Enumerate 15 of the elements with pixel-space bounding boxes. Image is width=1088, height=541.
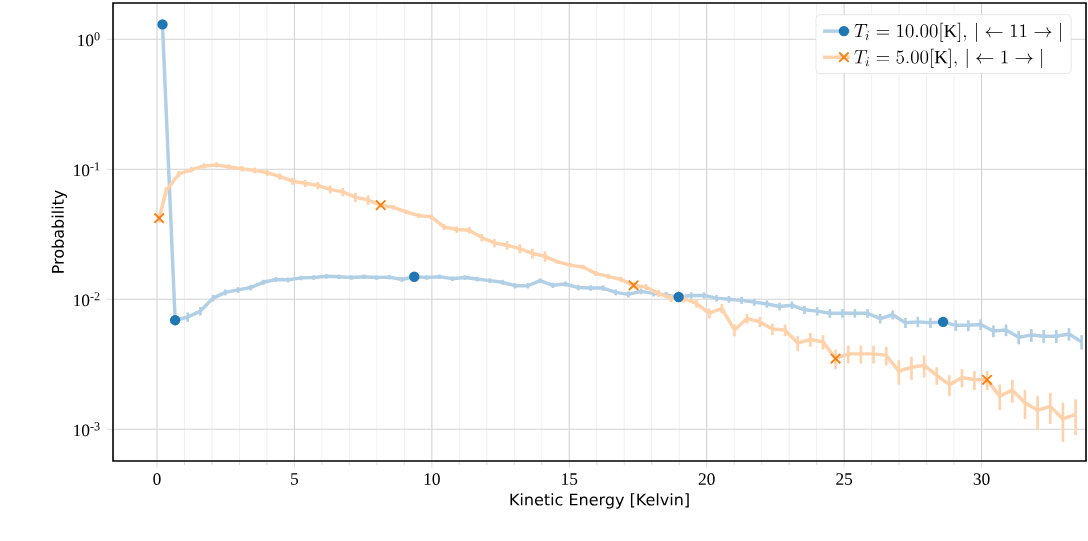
- x-tick-label: 5: [291, 473, 299, 485]
- y-tick-label: 10$^{-1}$: [74, 162, 100, 177]
- x-tick-label: 10: [424, 473, 440, 485]
- y-tick-label: 10$^{-2}$: [74, 292, 100, 307]
- legend-label: $T_i = 10.00[\mathrm{K}],\, |\leftarrow 11 \rightarrow|$: [854, 22, 1061, 42]
- x-tick-label: 25: [836, 473, 853, 485]
- x-tick-label: 0: [153, 473, 161, 485]
- legend-label: $T_i = 5.00[\mathrm{K}],\, |\leftarrow 1 \rightarrow|$: [854, 48, 1043, 69]
- y-axis-title: Probability: [51, 190, 68, 273]
- x-tick-label: 20: [698, 473, 715, 485]
- x-tick-label: 15: [562, 473, 578, 485]
- x-tick-label: 30: [973, 473, 990, 485]
- y-tick-label: 10$^{0}$: [78, 32, 100, 47]
- x-axis-title: Kinetic Energy [Kelvin]: [510, 493, 689, 509]
- y-tick-label: 10$^{-3}$: [74, 422, 100, 437]
